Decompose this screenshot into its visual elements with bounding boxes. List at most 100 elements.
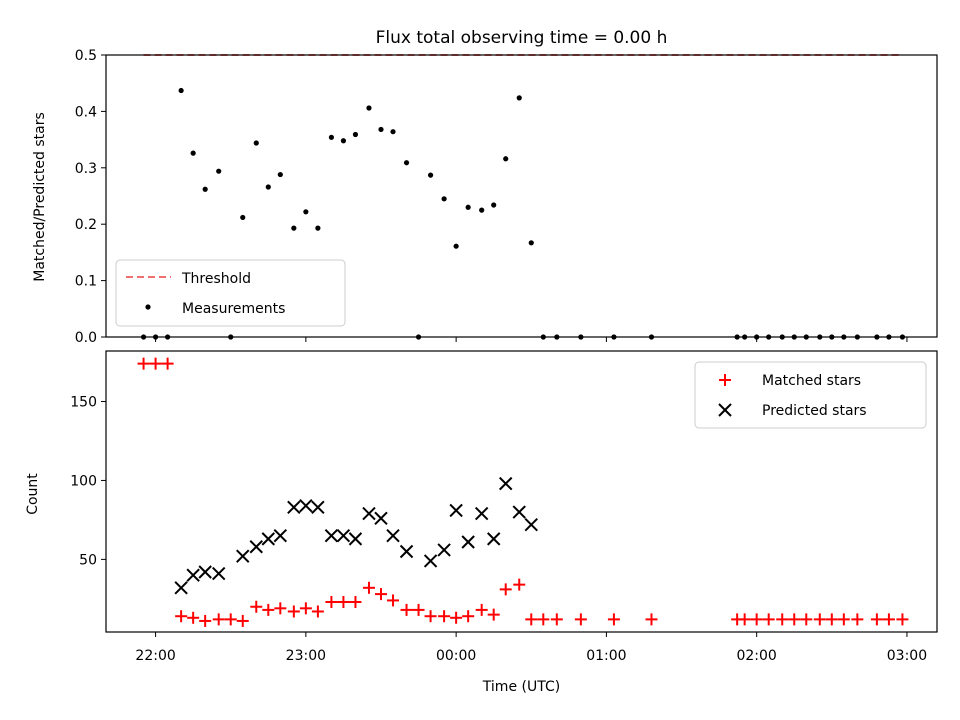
top-y-tick-label: 0.0 bbox=[75, 330, 97, 346]
measurement-point bbox=[253, 140, 259, 146]
bottom-plot-area: 50 100 150 22:00 23:00 00:00 01:00 02:00 03:00 bbox=[70, 357, 927, 664]
measurement-point bbox=[303, 209, 309, 215]
measurement-point bbox=[277, 171, 283, 178]
predicted-star-point bbox=[524, 517, 538, 532]
x-tick-label: 02:00 bbox=[736, 648, 776, 664]
matched-star-point bbox=[487, 608, 500, 621]
bottom-y-tick-label: 50 bbox=[79, 552, 97, 568]
measurement-point bbox=[516, 95, 522, 101]
top-y-tick-label: 0.2 bbox=[75, 217, 97, 233]
matched-star-point bbox=[412, 603, 425, 616]
measurement-point bbox=[291, 225, 297, 231]
x-axis-label: Time (UTC) bbox=[482, 679, 560, 695]
predicted-star-mark-b bbox=[198, 565, 212, 579]
predicted-star-point bbox=[449, 503, 463, 518]
threshold-legend-label: Threshold bbox=[181, 271, 251, 287]
matched-star-point bbox=[337, 596, 350, 609]
measurement-point bbox=[441, 196, 447, 202]
measurement-point bbox=[503, 156, 509, 162]
bottom-axes-frame bbox=[105, 350, 938, 633]
matched-star-point bbox=[387, 594, 400, 607]
predicted-star-mark-b bbox=[474, 506, 489, 521]
predicted-star-mark-b bbox=[236, 549, 250, 563]
matched-star-point bbox=[287, 605, 300, 618]
predicted-stars-legend-swatch bbox=[718, 403, 732, 417]
matched-star-point bbox=[825, 613, 838, 626]
matched-star-point bbox=[187, 611, 200, 624]
bottom-y-axis-label: Count bbox=[25, 473, 41, 515]
matched-star-point bbox=[537, 613, 550, 626]
matched-star-point bbox=[236, 614, 249, 627]
top-y-axis-label: Matched/Predicted stars bbox=[32, 112, 48, 282]
predicted-star-point bbox=[362, 506, 376, 521]
predicted-star-mark-b bbox=[174, 581, 188, 595]
predicted-star-mark-b bbox=[348, 532, 363, 546]
bottom-y-tick-label: 150 bbox=[70, 395, 97, 411]
predicted-star-mark-b bbox=[336, 528, 351, 543]
measurement-point bbox=[390, 129, 396, 135]
measurement-point bbox=[403, 160, 410, 166]
matched-star-point bbox=[513, 578, 526, 591]
x-tick-label: 03:00 bbox=[887, 648, 927, 664]
matched-star-point bbox=[438, 610, 451, 623]
predicted-star-mark-b bbox=[261, 532, 276, 546]
predicted-star-point bbox=[287, 500, 301, 514]
matched-star-point bbox=[776, 613, 789, 626]
predicted-star-point bbox=[399, 544, 414, 559]
predicted-star-point bbox=[423, 554, 438, 568]
top-y-tick-label: 0.3 bbox=[75, 161, 97, 177]
predicted-star-point bbox=[174, 581, 188, 595]
measurement-point bbox=[465, 204, 471, 210]
matched-star-point bbox=[870, 613, 883, 626]
x-tick-label: 22:00 bbox=[135, 648, 175, 664]
matched-star-point bbox=[311, 605, 324, 618]
predicted-star-point bbox=[512, 505, 526, 519]
measurements-legend-label: Measurements bbox=[182, 301, 285, 317]
top-y-tick-label: 0.4 bbox=[75, 104, 97, 120]
matched-star-point bbox=[896, 613, 909, 626]
top-legend-box bbox=[115, 259, 346, 327]
matched-star-point bbox=[851, 613, 864, 626]
predicted-star-point bbox=[474, 506, 489, 521]
predicted-star-mark-b bbox=[311, 500, 325, 514]
predicted-star-point bbox=[236, 549, 250, 563]
predicted-star-mark-b bbox=[512, 505, 526, 519]
measurement-point bbox=[216, 168, 222, 174]
predicted-star-point bbox=[461, 535, 475, 549]
x-tick-label: 23:00 bbox=[286, 648, 326, 664]
predicted-star-mark-b bbox=[461, 535, 475, 549]
measurement-point bbox=[453, 243, 459, 249]
x-tick-label: 01:00 bbox=[586, 648, 626, 664]
predicted-star-point bbox=[486, 532, 501, 546]
measurement-point bbox=[528, 240, 534, 246]
matched-star-point bbox=[837, 613, 850, 626]
bottom-legend: Matched stars Predicted stars bbox=[694, 361, 927, 429]
predicted-star-mark-b bbox=[186, 568, 200, 582]
matched-star-point bbox=[800, 613, 813, 626]
predicted-star-point bbox=[437, 543, 451, 557]
predicted-star-mark-b bbox=[524, 517, 538, 532]
predicted-star-mark-b bbox=[324, 528, 339, 543]
matched-star-point bbox=[325, 596, 338, 609]
measurement-point bbox=[190, 150, 196, 156]
bottom-legend-box bbox=[694, 361, 927, 429]
predicted-star-point bbox=[299, 499, 313, 513]
matched-star-point bbox=[607, 613, 620, 626]
predicted-star-mark-b bbox=[273, 528, 288, 543]
matched-star-point bbox=[161, 357, 174, 370]
predicted-star-point bbox=[261, 532, 276, 546]
matched-star-point bbox=[362, 581, 375, 594]
matched-star-point bbox=[475, 603, 488, 616]
measurement-point bbox=[315, 225, 321, 231]
matched-star-point bbox=[199, 614, 212, 627]
matched-stars-legend-swatch bbox=[719, 374, 731, 386]
matched-star-point bbox=[738, 613, 751, 626]
matched-star-point bbox=[137, 357, 150, 370]
measurement-point bbox=[378, 126, 384, 133]
measurement-point bbox=[202, 186, 208, 192]
matched-star-point bbox=[788, 613, 801, 626]
matched-star-point bbox=[525, 613, 538, 626]
measurement-point bbox=[366, 105, 372, 111]
predicted-star-point bbox=[324, 528, 339, 543]
